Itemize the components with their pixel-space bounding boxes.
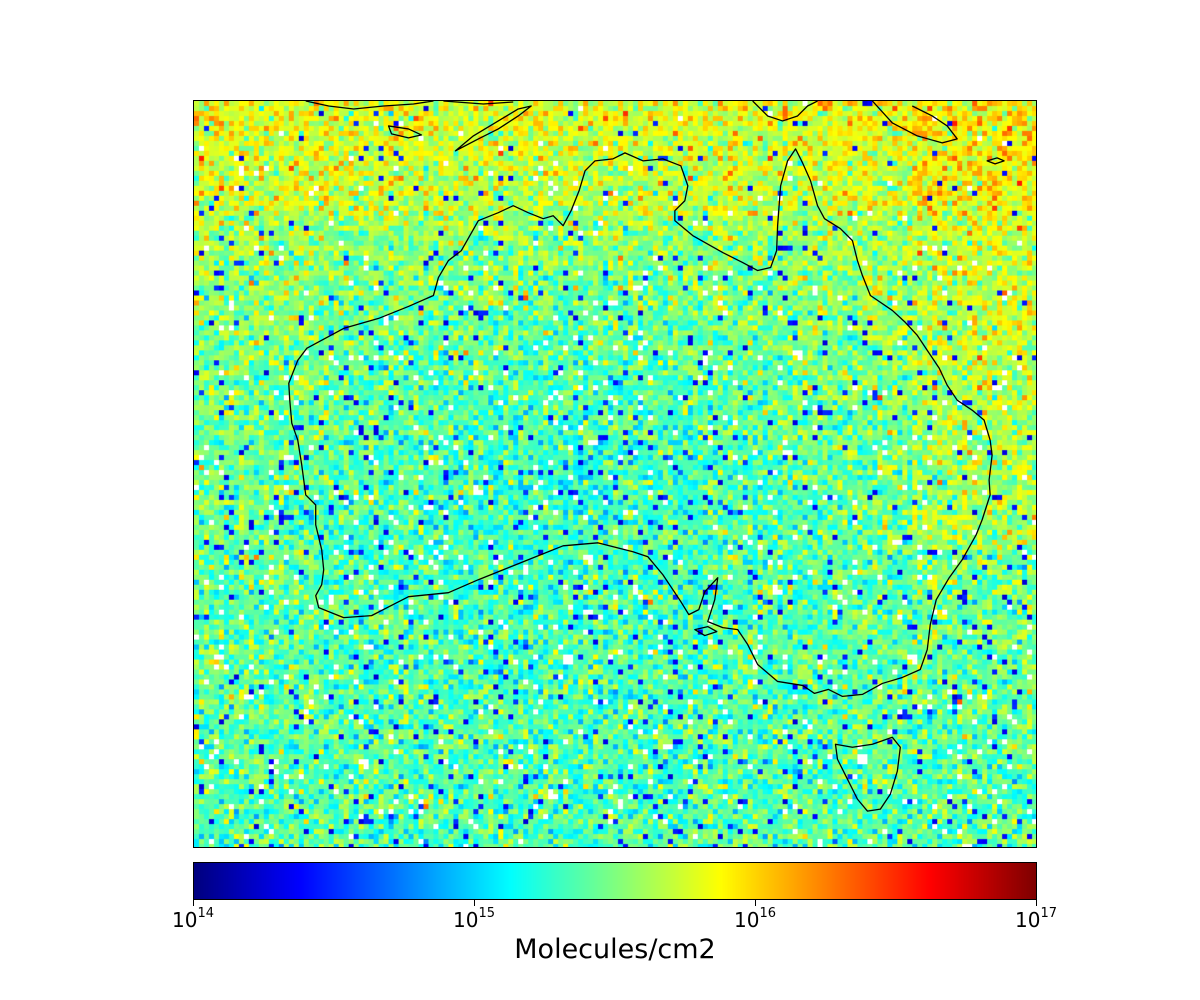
coastline-island-4: [443, 101, 514, 105]
colorbar-tick: [474, 900, 475, 906]
colorbar-tick-label: 1016: [734, 906, 776, 932]
heatmap-grid: [194, 101, 1036, 847]
colorbar: [193, 862, 1037, 900]
heatmap-plot-area: [193, 100, 1037, 848]
coastline-australia: [288, 148, 993, 698]
coastline-kangaroo-island: [694, 625, 718, 637]
coastline-new-guinea: [752, 101, 958, 144]
colorbar-tick: [755, 900, 756, 906]
colorbar-tick: [1036, 900, 1037, 906]
colorbar-label: Molecules/cm2: [514, 934, 716, 965]
colorbar-tick-label: 1015: [453, 906, 495, 932]
coastline-island-3: [454, 105, 532, 152]
coastline-island-2: [387, 125, 423, 139]
colorbar-tick: [193, 900, 194, 906]
coastline-tasmania: [834, 736, 901, 812]
colorbar-tick-label: 1014: [172, 906, 214, 932]
coastline-island-5: [986, 157, 1005, 165]
coastline-island-1: [305, 101, 434, 110]
colorbar-tick-label: 1017: [1015, 906, 1057, 932]
coastline-overlay: [288, 101, 1005, 812]
